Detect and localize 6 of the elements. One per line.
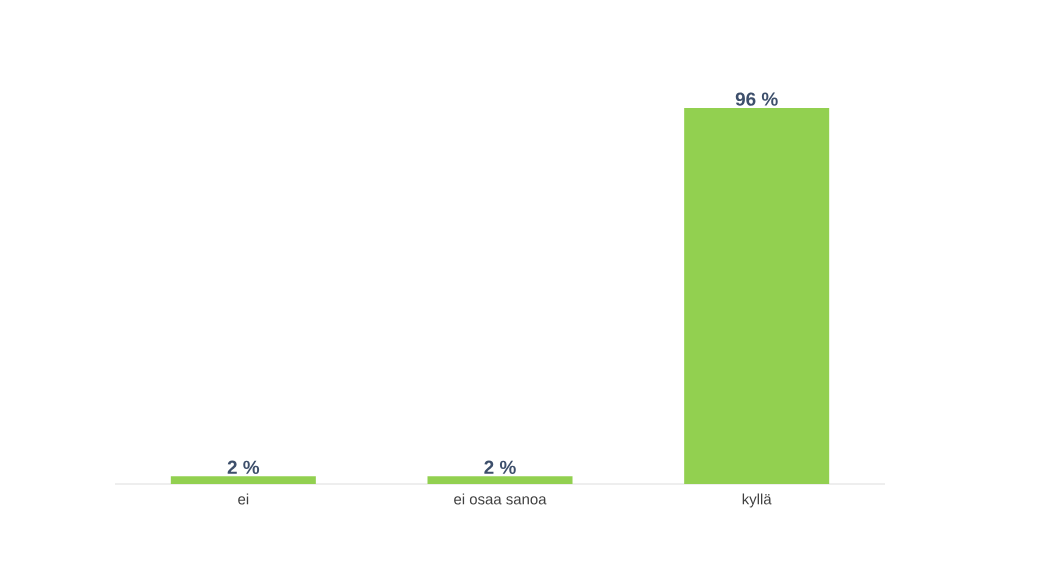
- data-label: 2 %: [484, 460, 516, 474]
- x-tick-label: ei osaa sanoa: [454, 493, 547, 505]
- x-tick-label: kyllä: [742, 493, 772, 508]
- data-label: 96 %: [735, 92, 778, 106]
- data-label: 2 %: [227, 460, 260, 474]
- x-tick-label: ei: [238, 493, 249, 505]
